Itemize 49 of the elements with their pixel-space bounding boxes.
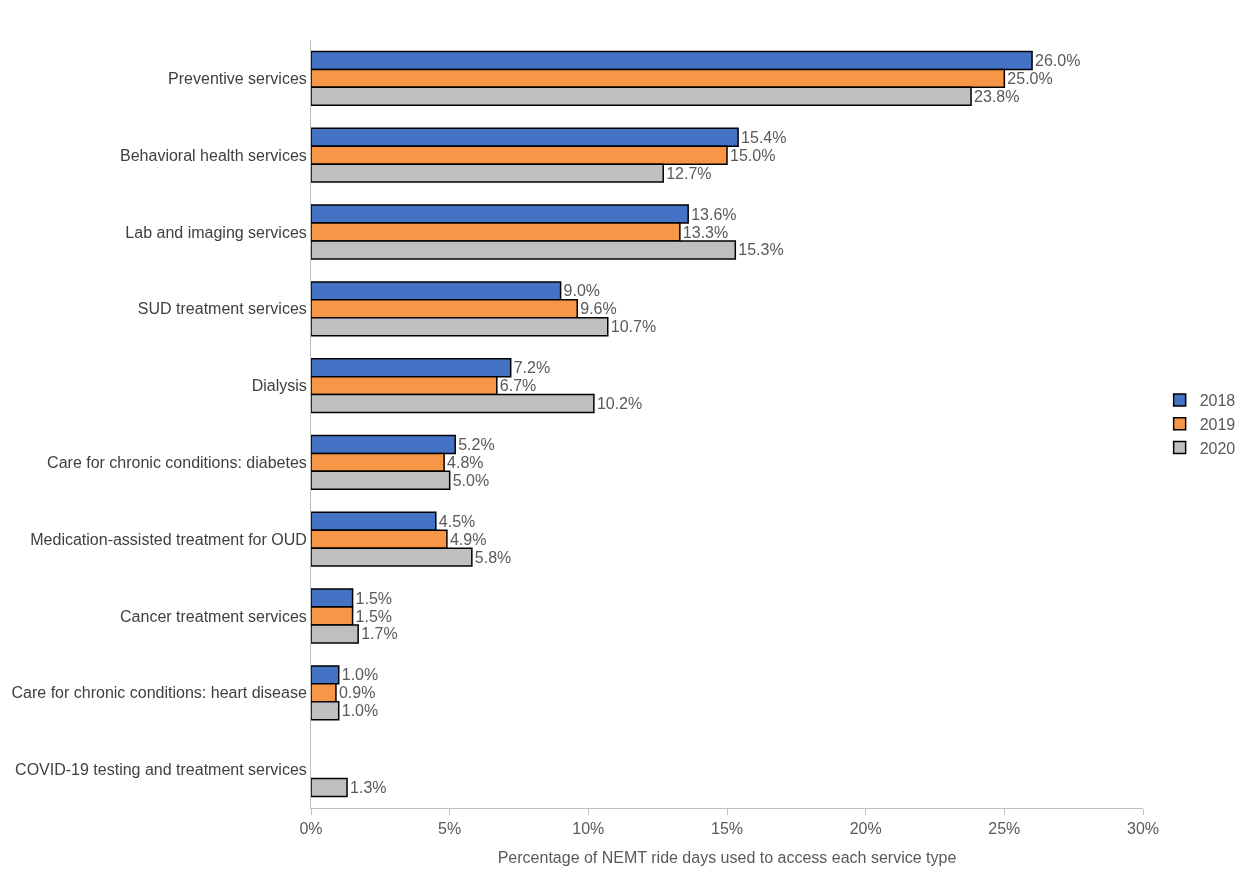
data-label: 23.8% [974, 87, 1020, 105]
x-tick-label: 0% [299, 820, 323, 838]
x-tick-label: 5% [438, 820, 462, 838]
data-label: 15.3% [738, 241, 784, 259]
data-label: 5.0% [452, 471, 490, 489]
data-label: 4.5% [438, 512, 476, 530]
data-label: 6.7% [499, 377, 537, 395]
data-label: 12.7% [666, 164, 712, 182]
data-label: 25.0% [1007, 69, 1053, 87]
data-label: 1.3% [350, 779, 387, 797]
x-tick-label: 25% [988, 820, 1021, 838]
data-label: 0.9% [338, 684, 376, 702]
y-tick-label: Lab and imaging services [125, 223, 307, 241]
y-tick-label: Medication-assisted treatment for OUD [30, 530, 307, 548]
y-tick-label: Care for chronic conditions: diabetes [47, 454, 307, 471]
data-label: 13.6% [691, 205, 737, 223]
x-tick-label: 30% [1126, 820, 1160, 838]
y-tick-label: SUD treatment services [137, 300, 307, 318]
data-label: 7.2% [513, 359, 551, 377]
data-label: 10.2% [596, 395, 643, 413]
data-label: 9.6% [580, 300, 617, 318]
legend-label: 2020 [1199, 439, 1236, 457]
data-label: 1.5% [355, 607, 393, 625]
y-tick-label: Dialysis [251, 377, 307, 395]
data-label: 4.8% [447, 453, 484, 471]
data-label: 9.0% [563, 282, 601, 300]
x-axis-title: Percentage of NEMT ride days used to access each service type [497, 848, 957, 866]
data-label: 4.9% [449, 530, 487, 548]
data-label: 1.7% [361, 625, 398, 643]
data-label: 15.0% [730, 146, 776, 164]
data-label: 13.3% [682, 223, 729, 241]
y-tick-label: COVID-19 testing and treatment services [15, 761, 307, 779]
legend-label: 2019 [1199, 415, 1236, 433]
x-tick-label: 10% [572, 820, 605, 838]
data-label: 1.0% [341, 702, 379, 720]
data-label: 10.7% [610, 318, 657, 336]
x-tick-label: 20% [849, 820, 882, 838]
y-tick-label: Cancer treatment services [120, 607, 307, 625]
legend-label: 2018 [1199, 392, 1236, 410]
x-tick-label: 15% [710, 820, 744, 838]
data-label: 26.0% [1035, 51, 1081, 69]
data-label: 1.0% [341, 666, 379, 684]
y-tick-label: Care for chronic conditions: heart disease [11, 684, 307, 702]
y-tick-label: Behavioral health services [120, 146, 307, 164]
data-label: 5.2% [458, 435, 495, 453]
data-label: 1.5% [355, 589, 393, 607]
y-tick-label: Preventive services [168, 70, 307, 87]
data-label: 5.8% [474, 548, 512, 566]
data-label: 15.4% [741, 128, 787, 146]
